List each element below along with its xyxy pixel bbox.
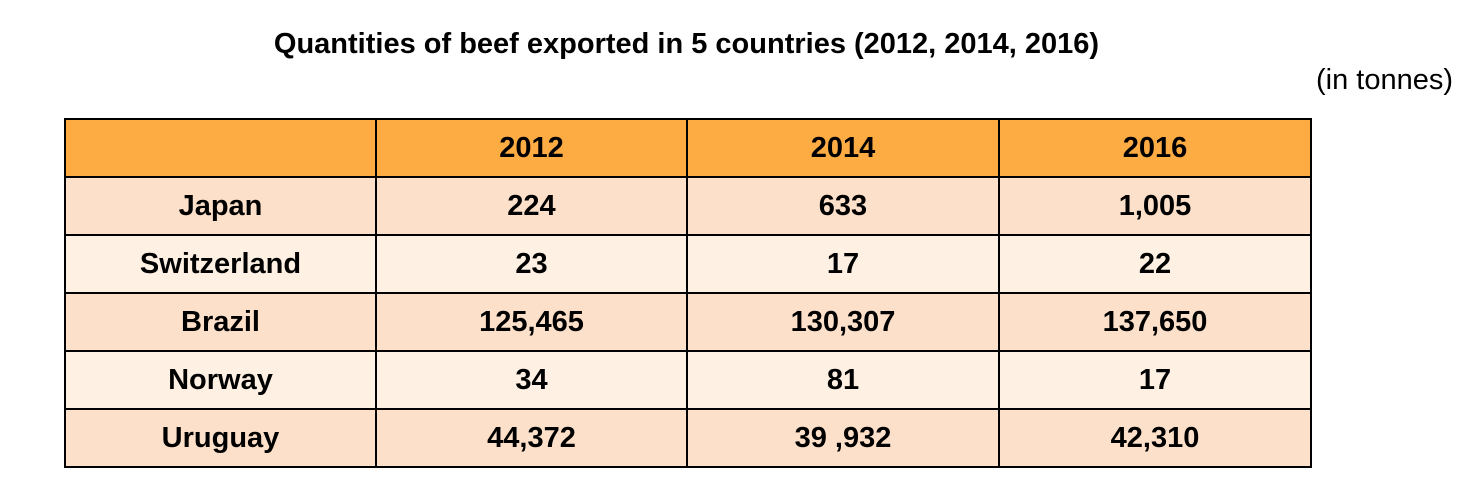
row-label: Brazil (64, 292, 377, 352)
beef-export-table: 2012 2014 2016 Japan 224 633 1,005 Switz… (64, 118, 1312, 468)
table-cell: 130,307 (686, 292, 1000, 352)
table-cell: 34 (375, 350, 688, 410)
header-cell-2016: 2016 (998, 118, 1312, 178)
table-cell: 224 (375, 176, 688, 236)
table-cell: 1,005 (998, 176, 1312, 236)
table-cell: 42,310 (998, 408, 1312, 468)
table-cell: 39 ,932 (686, 408, 1000, 468)
header-cell-2014: 2014 (686, 118, 1000, 178)
table-cell: 125,465 (375, 292, 688, 352)
row-label: Norway (64, 350, 377, 410)
table-cell: 44,372 (375, 408, 688, 468)
unit-note: (in tonnes) (1315, 64, 1453, 96)
table-cell: 17 (686, 234, 1000, 294)
table-cell: 17 (998, 350, 1312, 410)
table-row: Japan 224 633 1,005 (64, 176, 1312, 236)
table-row: Switzerland 23 17 22 (64, 234, 1312, 294)
table-title: Quantities of beef exported in 5 countri… (273, 28, 1100, 60)
table-cell: 22 (998, 234, 1312, 294)
header-cell-empty (64, 118, 377, 178)
table-row: Norway 34 81 17 (64, 350, 1312, 410)
table-row: Brazil 125,465 130,307 137,650 (64, 292, 1312, 352)
table-row: Uruguay 44,372 39 ,932 42,310 (64, 408, 1312, 468)
table-cell: 137,650 (998, 292, 1312, 352)
table-cell: 23 (375, 234, 688, 294)
row-label: Uruguay (64, 408, 377, 468)
header-row: 2012 2014 2016 (64, 118, 1312, 178)
row-label: Switzerland (64, 234, 377, 294)
table-cell: 633 (686, 176, 1000, 236)
row-label: Japan (64, 176, 377, 236)
table-cell: 81 (686, 350, 1000, 410)
header-cell-2012: 2012 (375, 118, 688, 178)
